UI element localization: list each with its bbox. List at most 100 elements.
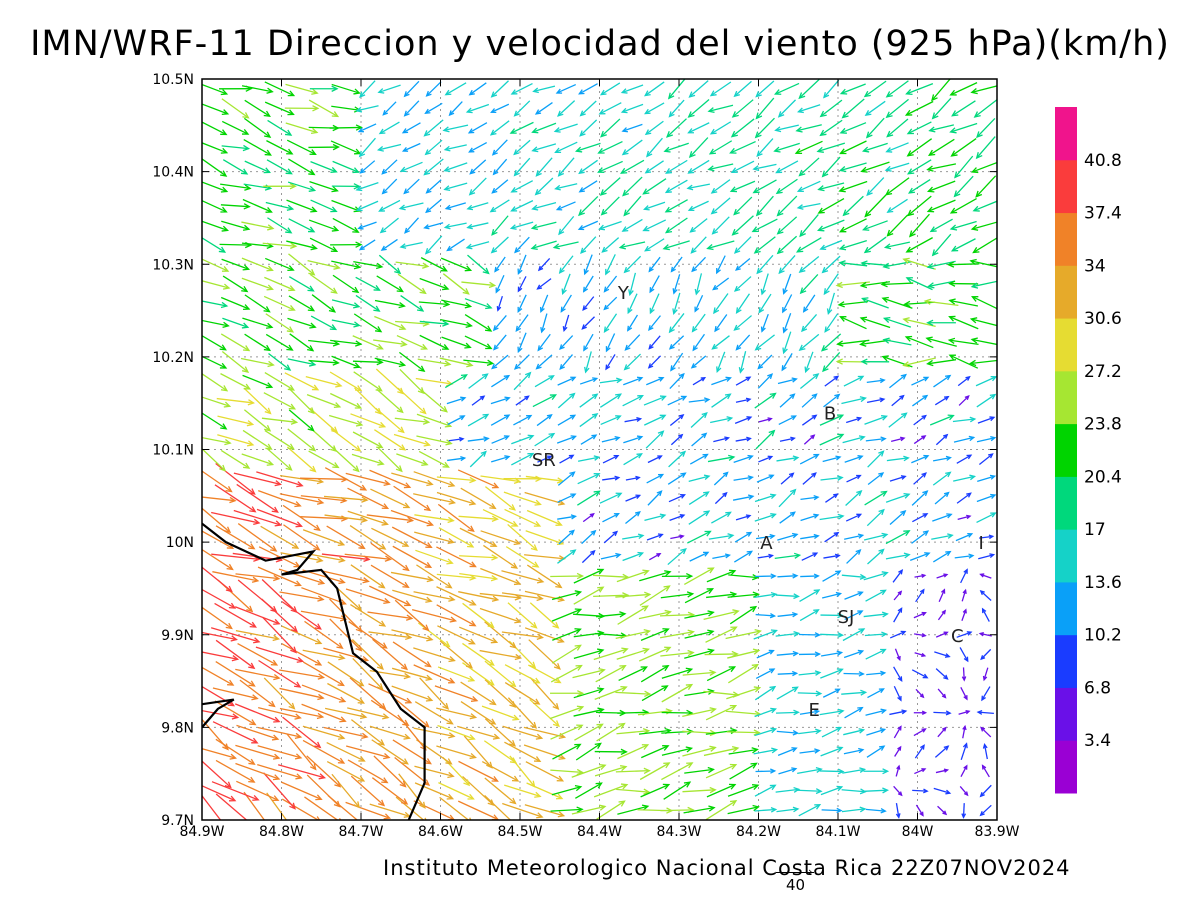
wind-vector — [842, 628, 866, 642]
wind-vector — [419, 677, 450, 710]
wind-vector — [501, 592, 544, 602]
wind-vector — [237, 579, 278, 613]
wind-vector — [557, 414, 577, 426]
wind-vector — [904, 100, 934, 116]
wind-vector — [571, 763, 607, 778]
wind-vector — [959, 647, 969, 663]
wind-vector — [536, 414, 553, 427]
wind-vector — [282, 716, 322, 749]
wind-vector — [309, 237, 339, 252]
wind-vector — [310, 199, 338, 213]
wind-vector — [932, 513, 953, 522]
wind-vector — [638, 609, 672, 620]
wind-vector — [820, 650, 844, 657]
wind-vector — [536, 278, 552, 290]
wind-vector — [938, 588, 946, 603]
wind-vector — [960, 568, 968, 584]
wind-vector — [709, 121, 732, 135]
wind-vector — [504, 664, 541, 684]
wind-vector — [864, 194, 887, 218]
wind-vector — [301, 684, 347, 703]
wind-vector — [625, 511, 641, 525]
wind-vector — [760, 273, 769, 296]
wind-vector — [911, 669, 929, 679]
wind-vector — [799, 373, 820, 389]
wind-vector — [977, 416, 996, 424]
wind-vector — [738, 351, 747, 374]
wind-vector — [278, 568, 326, 585]
wind-vector — [754, 591, 778, 598]
wind-vector — [216, 397, 255, 406]
wind-vector — [782, 294, 793, 314]
wind-vector — [436, 573, 477, 581]
wind-vector — [688, 137, 709, 159]
wind-vector — [931, 233, 952, 257]
wind-vector — [953, 175, 974, 198]
wind-vector — [526, 564, 563, 589]
wind-vector — [392, 641, 432, 668]
wind-vector — [378, 121, 400, 135]
wind-vector — [735, 293, 750, 314]
wind-vector — [256, 508, 303, 528]
wind-vector — [310, 428, 338, 452]
wind-vector — [491, 455, 511, 463]
wind-vector — [843, 375, 865, 387]
wind-vector — [978, 553, 996, 560]
wind-vector — [820, 632, 845, 638]
wind-vector — [202, 181, 229, 193]
wind-vector — [779, 511, 796, 524]
wind-vector — [555, 201, 576, 211]
wind-vector — [705, 626, 738, 643]
wind-vector — [669, 372, 685, 389]
wind-vector — [627, 314, 639, 332]
wind-vector — [309, 273, 338, 294]
wind-vector — [436, 604, 477, 627]
wind-vector — [558, 215, 575, 236]
wind-vector — [666, 118, 687, 138]
wind-vector — [599, 377, 623, 384]
wind-vector — [776, 455, 800, 462]
place-label-y: Y — [617, 283, 630, 304]
wind-vector — [378, 254, 402, 275]
wind-vector — [494, 256, 506, 273]
wind-vector — [466, 202, 489, 211]
wind-vector — [350, 775, 386, 807]
wind-vector — [640, 783, 671, 798]
wind-vector — [751, 218, 778, 233]
wind-vector — [414, 514, 455, 524]
wind-vector — [419, 320, 450, 327]
wind-vector — [202, 355, 228, 369]
wind-vector — [758, 455, 774, 463]
wind-vector — [929, 414, 955, 426]
wind-vector — [398, 351, 426, 373]
wind-vector — [557, 100, 576, 117]
wind-vector — [347, 510, 389, 526]
wind-vector — [212, 721, 259, 744]
wind-vector — [513, 139, 531, 156]
wind-vector — [442, 124, 469, 133]
wind-vector — [926, 260, 956, 270]
wind-vector — [425, 81, 442, 97]
wind-vector — [647, 355, 662, 369]
wind-vector — [865, 708, 888, 716]
y-tick-label: 10.2N — [152, 350, 194, 366]
wind-vector — [923, 298, 959, 307]
wind-vector — [239, 679, 276, 708]
wind-vector — [668, 313, 685, 334]
wind-vector — [816, 142, 846, 153]
wind-vector — [457, 725, 501, 740]
wind-vector — [258, 546, 301, 568]
wind-vector — [775, 593, 800, 600]
wind-vector — [682, 745, 717, 757]
wind-vector — [504, 741, 542, 763]
wind-vector — [287, 181, 317, 192]
wind-vector — [970, 85, 997, 95]
wind-vector — [237, 642, 279, 666]
wind-vector — [758, 293, 772, 314]
wind-vector — [242, 198, 273, 213]
wind-vector — [798, 256, 820, 273]
wind-vector — [778, 488, 797, 508]
wind-vector — [773, 82, 800, 95]
wind-vector — [345, 588, 391, 604]
colorbar-segment — [1055, 107, 1077, 161]
